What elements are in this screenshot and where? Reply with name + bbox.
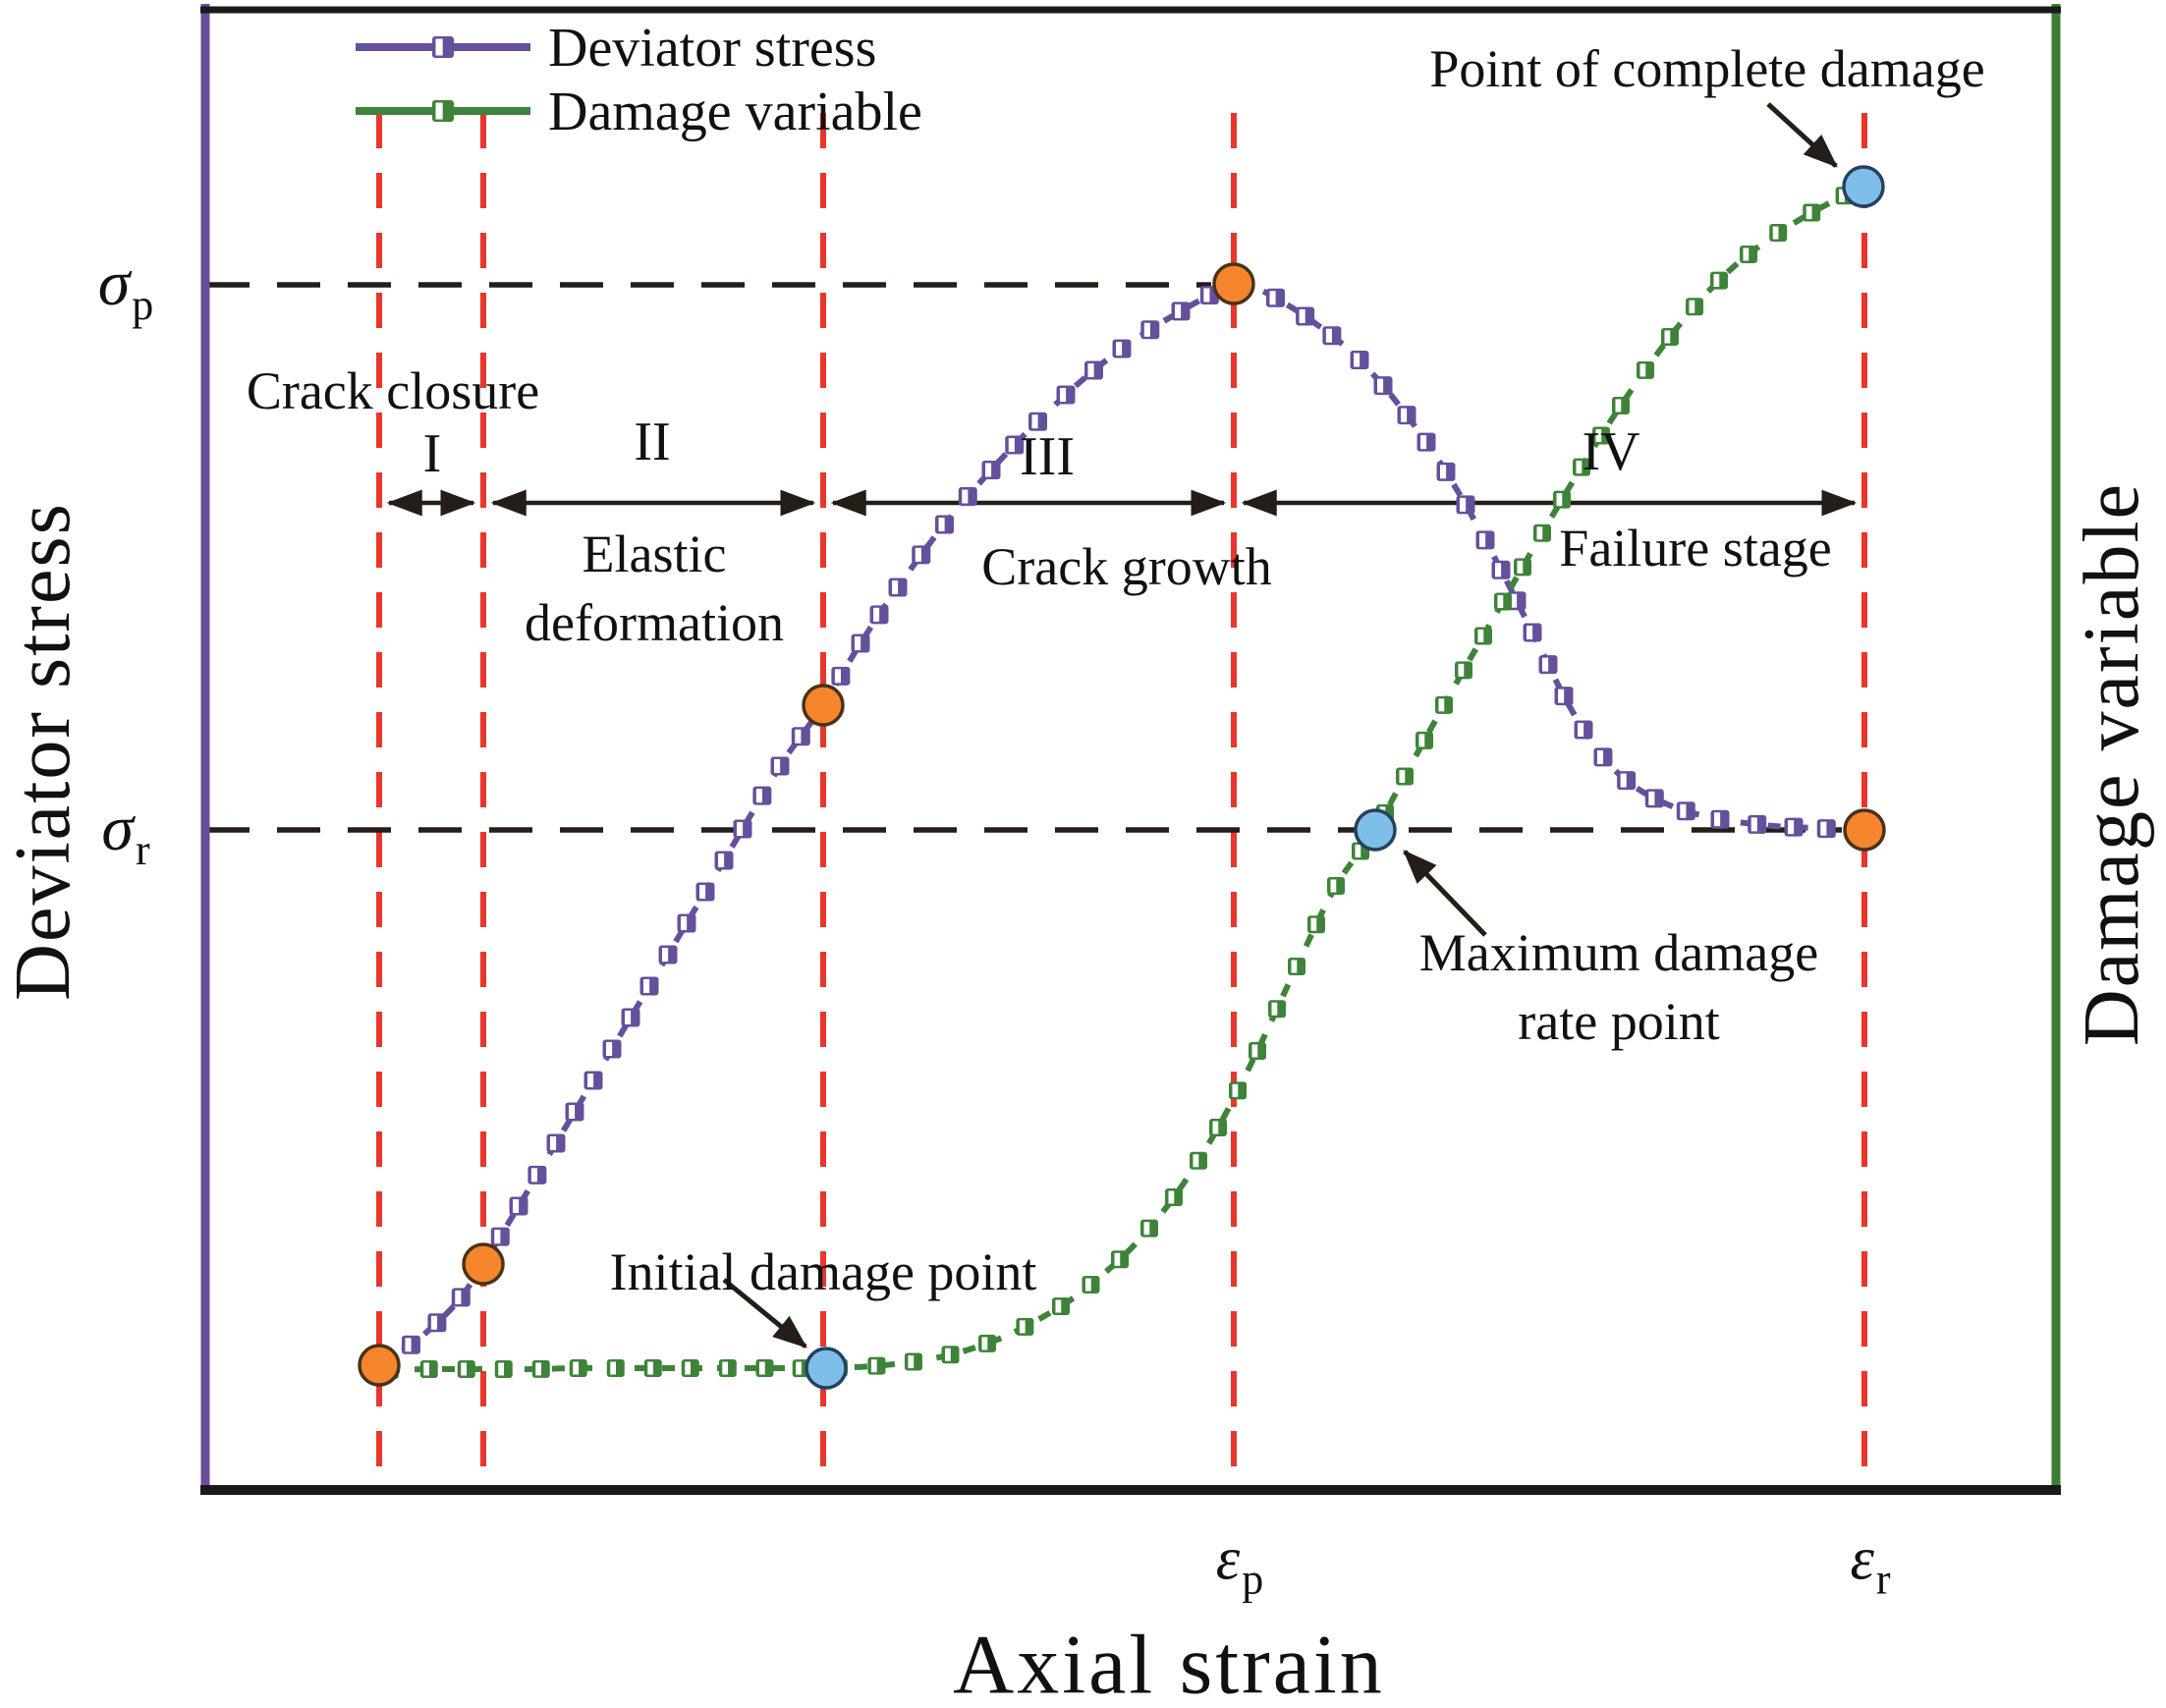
sigma-r-symbol: σ <box>101 793 134 865</box>
stage-3-name: Crack growth <box>981 536 1272 596</box>
stage-3-numeral: III <box>1020 425 1075 487</box>
x-tick-epsilon-p: εp <box>1215 1524 1263 1603</box>
y-tick-sigma-r: σr <box>101 792 149 874</box>
sigma-r-subscript: r <box>135 826 150 875</box>
annotation-max-damage-rate-line1: Maximum damage <box>1418 922 1819 982</box>
damage-variable-curve <box>380 184 1865 1379</box>
epsilon-p-subscript: p <box>1242 1555 1264 1604</box>
stage-2-numeral: II <box>634 411 671 472</box>
annotation-arrow-complete-damage <box>1766 102 1838 168</box>
sigma-p-symbol: σ <box>97 248 131 320</box>
annotation-max-damage-rate: Maximum damage rate point <box>1419 918 1818 1056</box>
stage-1-name: Crack closure <box>246 360 540 420</box>
y-axis-right-title: Damage variable <box>2069 481 2155 1047</box>
annotation-max-damage-rate-line2: rate point <box>1518 992 1720 1051</box>
key-point-peak-stress <box>1212 262 1255 305</box>
annotation-arrow-max-damage-rate <box>1403 850 1487 937</box>
epsilon-r-subscript: r <box>1875 1555 1891 1604</box>
annotation-complete-damage: Point of complete damage <box>1429 38 1985 98</box>
key-point-elastic-end <box>802 684 845 727</box>
key-point-crack-closure-end <box>462 1242 505 1286</box>
legend-label-damage-variable: Damage variable <box>548 81 922 142</box>
stage-4-numeral: IV <box>1582 420 1640 482</box>
x-axis-title: Axial strain <box>953 1617 1385 1708</box>
legend-sample-damage-variable <box>356 100 530 122</box>
y-tick-sigma-p: σp <box>97 247 154 329</box>
annotation-arrow-initial-damage <box>722 1278 807 1349</box>
stage-2-name-line1: Elastic <box>582 523 727 583</box>
legend-sample-deviator-stress <box>356 36 530 58</box>
key-point-max-damage-rate <box>1354 808 1397 852</box>
key-point-complete-damage <box>1842 165 1885 208</box>
epsilon-r-symbol: ε <box>1850 1525 1874 1593</box>
y-axis-left-title: Deviator stress <box>0 502 86 1001</box>
key-point-residual-stress <box>1843 808 1886 852</box>
x-tick-epsilon-r: εr <box>1850 1524 1890 1603</box>
epsilon-p-symbol: ε <box>1215 1525 1241 1593</box>
legend-label-deviator-stress: Deviator stress <box>548 17 877 79</box>
key-point-curve-start <box>358 1344 401 1387</box>
key-point-initial-damage <box>805 1347 848 1390</box>
stage-2-name-line2: deformation <box>525 593 784 652</box>
stage-1-numeral: I <box>422 422 442 484</box>
stage-4-name: Failure stage <box>1559 518 1832 578</box>
annotation-initial-damage: Initial damage point <box>609 1241 1037 1301</box>
sigma-p-subscript: p <box>132 281 154 330</box>
stage-2-name: Elastic deformation <box>525 520 784 657</box>
deviator-stress-curve <box>371 275 1870 1374</box>
